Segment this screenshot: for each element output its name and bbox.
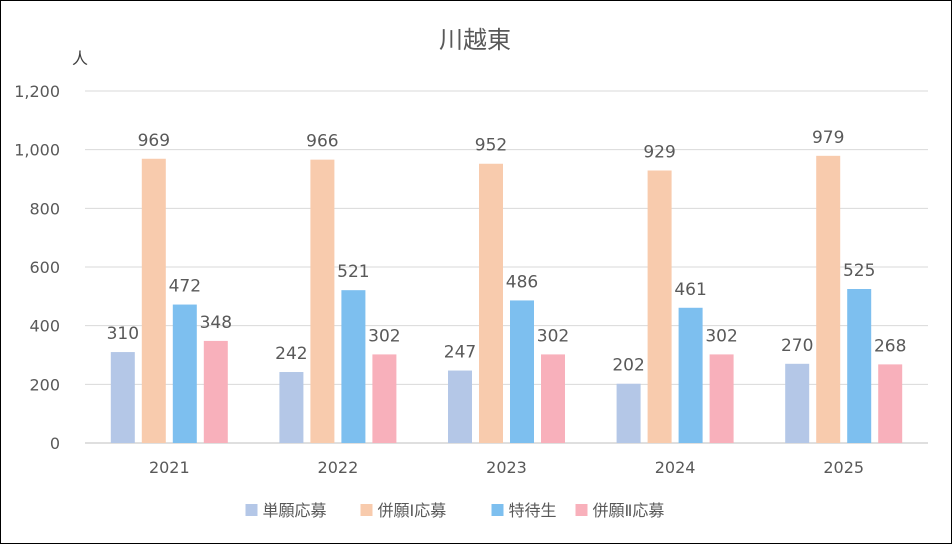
legend-swatch [245,504,258,516]
bar [647,170,672,443]
x-tick-label: 2022 [318,458,359,477]
legend-swatch [491,504,504,516]
y-axis-unit-label: 人 [72,49,88,68]
data-label: 486 [506,272,538,292]
bars [110,155,903,443]
bar [878,364,903,443]
x-tick-label: 2023 [486,458,527,477]
bar [541,354,565,443]
data-label: 929 [643,142,675,162]
data-label: 302 [537,326,569,346]
y-tick-label: 600 [29,258,60,277]
data-label: 268 [874,336,906,356]
x-tick-label: 2021 [149,458,190,477]
legend-label: 特待生 [509,501,557,520]
data-label: 952 [475,136,507,156]
bar [141,158,166,443]
data-label: 348 [200,313,232,333]
y-tick-label: 800 [29,199,60,218]
x-axis-ticks: 2021 2022 2023 2024 2025 [149,458,864,477]
data-label: 302 [368,326,400,346]
data-label: 966 [306,132,338,152]
legend-label: 併願Ⅰ応募 [378,501,447,520]
bar [847,289,872,443]
bar [709,354,734,443]
legend-swatch [360,504,373,516]
bar [785,363,810,443]
y-tick-label: 0 [50,434,60,453]
bar [510,300,534,443]
data-label: 310 [107,324,139,344]
bar [816,155,841,443]
bar [279,372,304,443]
data-label: 202 [612,356,644,376]
legend-swatch [575,504,588,516]
y-tick-label: 400 [29,317,60,336]
bar [172,304,197,443]
bar [616,383,641,443]
bar [110,352,135,443]
y-axis-ticks: 0 200 400 600 800 1,000 1,200 [14,82,60,453]
chart-title: 川越東 [439,26,511,54]
data-label: 302 [705,326,737,346]
x-tick-label: 2025 [823,458,864,477]
data-label: 270 [781,336,813,356]
data-label: 979 [812,128,844,148]
bar [479,163,503,443]
x-tick-label: 2024 [655,458,696,477]
data-label: 525 [843,261,875,281]
legend-label: 併願Ⅱ応募 [593,501,665,520]
data-label: 969 [138,131,170,151]
bar [678,307,703,443]
bar [310,159,335,443]
y-tick-label: 200 [29,375,60,394]
data-labels: 310 969 472 348 242 966 521 302 247 952 486 302 202 9… [107,128,907,376]
data-label: 521 [337,262,369,282]
data-label: 242 [275,344,307,364]
data-label: 461 [674,280,706,300]
bar [372,354,397,443]
legend-label: 単願応募 [263,501,327,520]
bar [448,370,472,443]
y-tick-label: 1,000 [14,141,60,160]
y-tick-label: 1,200 [14,82,60,101]
data-label: 472 [169,277,201,297]
legend: 単願応募 併願Ⅰ応募 特待生 併願Ⅱ応募 [245,501,665,520]
data-label: 247 [444,343,476,363]
bar [341,290,366,443]
bar [203,340,228,443]
